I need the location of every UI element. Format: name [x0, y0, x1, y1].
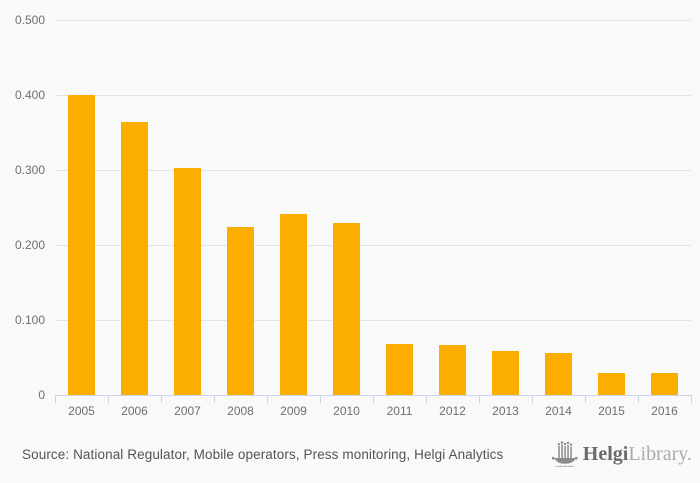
- bar-2016[interactable]: [651, 373, 678, 395]
- x-axis-label-2015: 2015: [598, 404, 625, 418]
- logo-brand-bold: Helgi: [582, 443, 629, 465]
- plot-area: 0 0.100 0.200 0.300 0.400 0.500 2005 2006 2007 20…: [14, 13, 692, 418]
- bar-2012[interactable]: [439, 345, 466, 395]
- bar-2008[interactable]: [227, 227, 254, 395]
- x-axis-label-2005: 2005: [68, 404, 95, 418]
- bar-2013[interactable]: [492, 351, 519, 395]
- x-axis-label-2008: 2008: [227, 404, 254, 418]
- bar-2014[interactable]: [545, 353, 572, 395]
- gridline-0.400: [55, 94, 691, 96]
- y-axis-label-0.200: 0.200: [14, 238, 45, 252]
- x-axis-tick: [479, 395, 480, 403]
- x-axis-label-2012: 2012: [439, 404, 466, 418]
- x-axis-tick: [638, 395, 639, 403]
- y-axis-label-0.100: 0.100: [14, 313, 45, 327]
- x-axis-tick: [55, 395, 56, 403]
- footer: Source: National Regulator, Mobile opera…: [0, 435, 700, 483]
- y-axis-label-0.500: 0.500: [14, 13, 45, 27]
- x-axis-label-2010: 2010: [333, 404, 360, 418]
- x-axis-tick: [373, 395, 374, 403]
- x-axis-label-2016: 2016: [651, 404, 678, 418]
- source-text: Source: National Regulator, Mobile opera…: [22, 447, 504, 462]
- x-axis-tick: [214, 395, 215, 403]
- helgi-bars-boat-icon: [551, 440, 578, 468]
- gridline-0.300: [55, 169, 691, 171]
- x-axis-label-2014: 2014: [545, 404, 572, 418]
- x-axis-label-2009: 2009: [280, 404, 307, 418]
- y-axis-label-0.300: 0.300: [14, 163, 45, 177]
- x-axis-tick: [585, 395, 586, 403]
- bar-2015[interactable]: [598, 373, 625, 395]
- x-axis-label-2006: 2006: [121, 404, 148, 418]
- y-axis-label-0: 0: [38, 388, 45, 402]
- bar-2010[interactable]: [333, 223, 360, 395]
- x-axis-label-2011: 2011: [386, 404, 413, 418]
- logo-brand-light: Library.: [628, 443, 692, 465]
- gridline-0.100: [55, 319, 691, 321]
- logo-text: HelgiLibrary.: [583, 439, 692, 469]
- y-axis-label-0.400: 0.400: [14, 88, 45, 102]
- bar-2006[interactable]: [121, 122, 148, 395]
- bar-2011[interactable]: [386, 344, 413, 395]
- x-axis-tick: [108, 395, 109, 403]
- x-axis-tick: [426, 395, 427, 403]
- x-axis-tick: [161, 395, 162, 403]
- gridline-0.200: [55, 244, 691, 246]
- x-axis-tick: [532, 395, 533, 403]
- bar-2005[interactable]: [68, 95, 95, 395]
- helgi-library-logo[interactable]: HelgiLibrary.: [551, 439, 692, 469]
- bar-2009[interactable]: [280, 214, 307, 395]
- x-axis-label-2013: 2013: [492, 404, 519, 418]
- x-axis-label-2007: 2007: [174, 404, 201, 418]
- gridline-0.500: [55, 19, 691, 21]
- x-axis-tick: [267, 395, 268, 403]
- x-axis-tick: [691, 395, 692, 403]
- x-axis-tick: [320, 395, 321, 403]
- bar-2007[interactable]: [174, 168, 201, 395]
